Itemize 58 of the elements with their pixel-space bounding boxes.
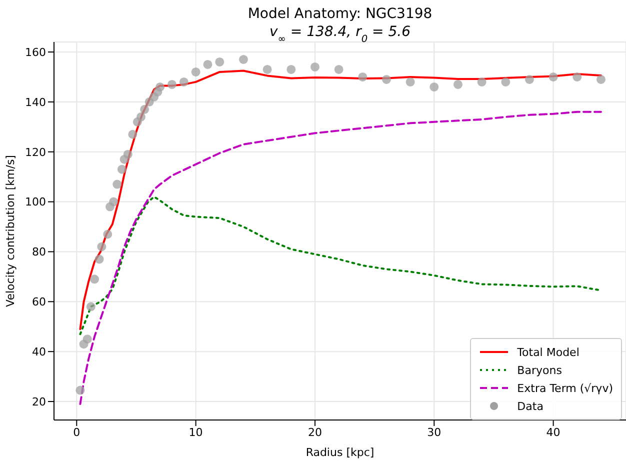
x-tick-label: 40 [546,426,560,439]
point [382,74,391,84]
point [262,64,272,74]
point [103,230,112,239]
point [123,150,132,159]
line-series [79,196,602,336]
point [76,386,85,395]
point [238,54,248,64]
x-tick-label: 30 [427,426,442,439]
point [501,77,510,86]
y-tick-label: 120 [25,146,46,159]
legend-label: Data [517,400,544,412]
point [82,334,92,344]
point [430,82,439,92]
point [128,130,138,139]
point [140,104,150,114]
y-tick-label: 100 [25,196,46,209]
point [334,64,344,74]
legend-label: Extra Term (√rγv) [517,382,613,394]
point [477,77,486,86]
chart-subtitle: v$_{∞}$ = 138.4, r$_{0}$ = 5.6 [270,24,411,44]
y-tick-label: 160 [25,46,46,59]
point [112,180,122,189]
point [310,62,320,72]
legend-label: Total Model [517,346,580,358]
y-tick-label: 140 [25,96,46,109]
x-axis-title: Radius [kpc] [306,446,374,459]
point [453,80,462,89]
y-tick-label: 80 [32,246,46,259]
x-tick-label: 0 [73,426,80,439]
point [156,82,165,92]
point [179,77,188,86]
point [109,197,118,206]
point [358,72,368,82]
point [203,60,212,69]
point [596,74,606,84]
point [97,242,106,252]
point [406,77,415,86]
y-tick-label: 60 [32,296,46,309]
chart-title: Model Anatomy: NGC3198 [248,6,432,22]
y-tick-label: 20 [32,395,46,408]
point [167,80,176,89]
point [215,57,224,66]
x-tick-label: 20 [308,426,322,439]
point [191,67,200,76]
y-axis-title: Velocity contribution [km/s] [4,155,17,307]
point [94,254,104,264]
y-tick-label: 40 [32,345,46,358]
point [86,302,96,312]
point [286,64,296,74]
point [548,72,558,82]
point [572,72,582,82]
x-tick-label: 10 [188,426,203,439]
legend-label: Baryons [517,364,562,376]
point [90,274,100,284]
point [524,74,534,84]
point [136,112,146,122]
point [117,164,126,174]
